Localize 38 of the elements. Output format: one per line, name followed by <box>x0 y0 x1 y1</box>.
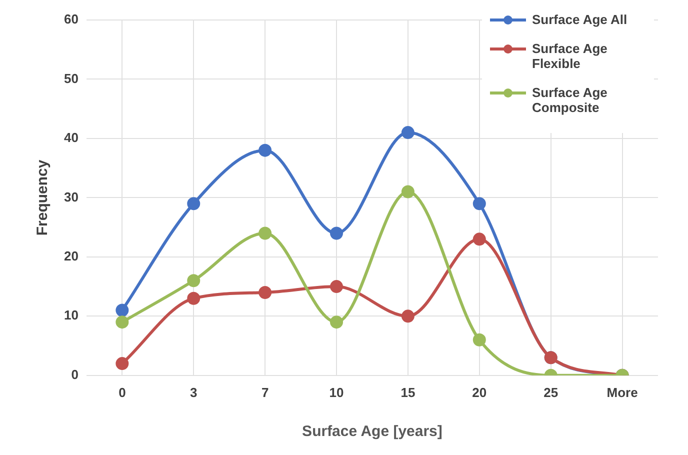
point <box>258 226 272 240</box>
legend-label: Surface Age Flexible <box>532 41 608 71</box>
legend-label: Surface Age Composite <box>532 85 608 115</box>
point <box>258 286 272 299</box>
point <box>401 126 414 140</box>
point <box>330 316 344 329</box>
x-tick-label: 0 <box>118 384 126 400</box>
y-tick-label: 50 <box>64 70 78 86</box>
point <box>187 292 200 305</box>
point <box>401 310 414 323</box>
point <box>258 144 272 157</box>
y-axis-title: Frequency <box>34 159 52 236</box>
y-tick-label: 10 <box>64 308 78 323</box>
x-tick-label: 20 <box>472 384 487 400</box>
y-tick-label: 0 <box>71 366 78 382</box>
x-tick-label: 15 <box>400 384 416 400</box>
x-tick-label: 25 <box>544 384 558 400</box>
point <box>472 197 486 210</box>
y-tick-label: 40 <box>64 130 78 146</box>
x-tick-label: More <box>606 384 638 400</box>
point <box>330 226 344 240</box>
point <box>330 280 344 294</box>
y-tick-label: 30 <box>64 189 78 204</box>
y-tick-label: 20 <box>64 248 78 264</box>
point <box>187 274 200 288</box>
y-tick-label: 60 <box>64 12 78 27</box>
point <box>116 357 129 370</box>
point <box>401 185 414 198</box>
x-axis-title: Surface Age [years] <box>302 423 442 440</box>
point <box>187 197 200 210</box>
point <box>116 304 129 317</box>
legend-label: Surface Age All <box>532 12 628 27</box>
point <box>472 333 486 346</box>
x-tick-label: 7 <box>261 384 269 400</box>
point <box>116 316 129 329</box>
point <box>472 232 486 246</box>
x-tick-label: 10 <box>329 384 344 400</box>
x-tick-label: 3 <box>190 384 198 400</box>
